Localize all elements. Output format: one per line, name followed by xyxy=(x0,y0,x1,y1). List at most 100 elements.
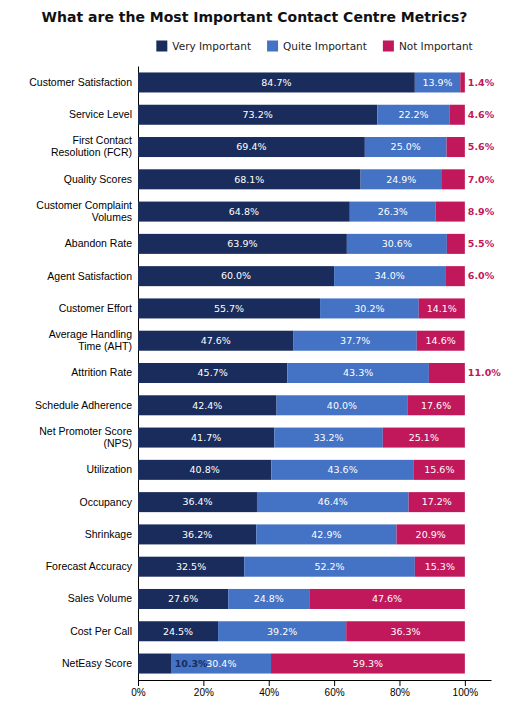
data-label: 47.6% xyxy=(372,593,402,604)
y-tick: Net Promoter Score(NPS) xyxy=(39,425,138,449)
data-label: 11.0% xyxy=(468,367,501,378)
bar-segment xyxy=(407,395,465,415)
bar-segment xyxy=(361,169,442,189)
bar-segment xyxy=(138,621,218,641)
bar-segment xyxy=(450,105,465,125)
data-label: 17.2% xyxy=(422,496,452,507)
data-label: 36.4% xyxy=(182,496,212,507)
y-tick-label: Sales Volume xyxy=(68,592,132,604)
bar-segment xyxy=(436,202,465,222)
data-label: 24.5% xyxy=(163,626,193,637)
y-tick: Shrinkage xyxy=(85,528,138,540)
bar-segment xyxy=(138,557,244,577)
bar-segment xyxy=(138,105,377,125)
x-tick-label: 60% xyxy=(325,687,345,698)
y-tick: Cost Per Call xyxy=(70,625,138,637)
data-label: 1.4% xyxy=(468,77,495,88)
data-label: 47.6% xyxy=(201,335,231,346)
bar-segment xyxy=(447,137,465,157)
bar-segment xyxy=(320,298,419,318)
bar-segment xyxy=(447,234,465,254)
x-axis: 0%20%40%60%80%100% xyxy=(131,680,491,698)
legend-swatch xyxy=(383,41,394,52)
data-label: 13.9% xyxy=(422,77,452,88)
legend-swatch xyxy=(156,41,167,52)
data-label: 8.9% xyxy=(468,206,495,217)
bar-segment xyxy=(138,395,277,415)
data-label: 39.2% xyxy=(267,626,297,637)
x-tick: 20% xyxy=(194,680,214,698)
data-label: 43.6% xyxy=(328,464,358,475)
data-label: 5.5% xyxy=(468,238,495,249)
legend-item: Very Important xyxy=(156,40,251,52)
bar-segment xyxy=(138,234,347,254)
data-label: 24.9% xyxy=(386,174,416,185)
y-tick: Agent Satisfaction xyxy=(47,270,138,282)
y-tick: Customer ComplaintVolumes xyxy=(36,199,138,223)
y-tick-label: Customer Effort xyxy=(59,302,132,314)
y-tick: NetEasy Score xyxy=(62,657,138,669)
data-label: 15.6% xyxy=(424,464,454,475)
bar-segment xyxy=(138,589,228,609)
x-tick-mark xyxy=(465,680,466,686)
data-label: 45.7% xyxy=(198,367,228,378)
title: What are the Most Important Contact Cent… xyxy=(42,9,468,25)
bar-segment xyxy=(138,298,320,318)
y-tick-label: Abandon Rate xyxy=(65,237,132,249)
bar-segment xyxy=(445,266,465,286)
y-tick: Average HandlingTime (AHT) xyxy=(49,328,138,352)
data-label: 43.3% xyxy=(343,367,373,378)
bar-segment xyxy=(287,363,429,383)
x-tick-label: 100% xyxy=(453,687,479,698)
data-label: 25.1% xyxy=(409,432,439,443)
data-label: 34.0% xyxy=(375,270,405,281)
data-label: 32.5% xyxy=(176,561,206,572)
data-label: 6.0% xyxy=(468,270,495,281)
data-label: 33.2% xyxy=(313,432,343,443)
data-label: 36.3% xyxy=(390,626,420,637)
data-label: 68.1% xyxy=(234,174,264,185)
data-label: 30.4% xyxy=(206,658,236,669)
x-tick: 100% xyxy=(453,680,479,698)
bar-segment xyxy=(138,72,415,92)
data-label: 10.3% xyxy=(175,658,208,669)
data-label: 41.7% xyxy=(191,432,221,443)
x-tick-mark xyxy=(138,680,139,686)
bar-segment xyxy=(377,105,450,125)
data-label: 42.9% xyxy=(311,529,341,540)
legend-item: Not Important xyxy=(383,40,473,52)
legend-item: Quite Important xyxy=(267,40,367,52)
bar-segment xyxy=(271,460,414,480)
bar-segment xyxy=(415,557,465,577)
x-tick: 40% xyxy=(259,680,279,698)
data-label: 22.2% xyxy=(398,109,428,120)
bar-segment xyxy=(460,72,465,92)
data-label: 17.6% xyxy=(421,400,451,411)
bar-segment xyxy=(365,137,447,157)
x-tick-mark xyxy=(399,680,400,686)
legend: Very Important Quite Important Not Importa… xyxy=(156,40,472,52)
bar-segment xyxy=(218,621,346,641)
bar-segment xyxy=(429,363,465,383)
data-label: 30.2% xyxy=(354,303,384,314)
plot: 0%20%40%60%80%100%Customer SatisfactionS… xyxy=(29,67,501,699)
bar-segment xyxy=(228,589,309,609)
bar-segment xyxy=(346,621,465,641)
data-label: 20.9% xyxy=(416,529,446,540)
x-tick-label: 80% xyxy=(390,687,410,698)
data-label: 63.9% xyxy=(227,238,257,249)
data-label: 40.0% xyxy=(327,400,357,411)
data-label: 14.6% xyxy=(426,335,456,346)
y-tick: Customer Satisfaction xyxy=(29,76,138,88)
x-tick: 80% xyxy=(390,680,410,698)
bar-segment xyxy=(397,524,465,544)
y-tick-label: Forecast Accuracy xyxy=(46,560,133,572)
legend-label: Very Important xyxy=(172,40,251,52)
y-tick-label: Customer Satisfaction xyxy=(29,76,132,88)
bar-segment xyxy=(277,395,408,415)
bar-segment xyxy=(415,72,460,92)
data-label: 14.1% xyxy=(427,303,457,314)
x-tick-mark xyxy=(334,680,335,686)
bar-segment xyxy=(138,331,294,351)
y-tick-label: Quality Scores xyxy=(64,173,132,185)
